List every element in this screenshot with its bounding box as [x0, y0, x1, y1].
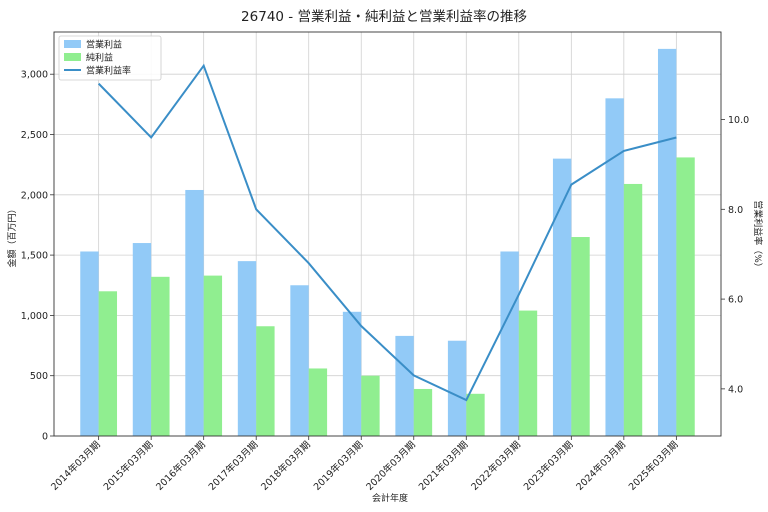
x-tick-label: 2014年03月期: [48, 439, 102, 493]
legend-swatch: [64, 40, 81, 48]
bar: [605, 98, 624, 436]
x-tick-label: 2023年03月期: [521, 439, 575, 493]
bar: [413, 388, 433, 436]
y2-tick-label: 4.0: [728, 384, 743, 395]
bar: [571, 237, 590, 436]
plot-frame: [53, 31, 722, 437]
chart-title: 26740 - 営業利益・純利益と営業利益率の推移: [241, 8, 527, 25]
y-axis-label: 金額（百万円）: [6, 204, 18, 267]
bar: [80, 251, 99, 436]
y-tick-label: 2,000: [21, 190, 48, 201]
x-tick-label: 2020年03月期: [364, 439, 418, 493]
y-tick-label: 1,000: [21, 311, 48, 322]
bar: [518, 310, 538, 436]
line-layer: [97, 63, 677, 402]
y2-axis-label: 営業利益率（%）: [752, 200, 764, 272]
bar: [500, 251, 519, 436]
y-tick-label: 1,500: [21, 251, 48, 262]
bar: [151, 276, 170, 436]
y2-tick-label: 10.0: [728, 115, 749, 126]
bar: [185, 189, 204, 436]
y-tick-label: 3,000: [21, 70, 48, 81]
line-series: [97, 63, 677, 402]
x-tick-label: 2022年03月期: [469, 439, 523, 493]
bar: [256, 326, 275, 436]
bar: [676, 157, 695, 436]
bar: [98, 291, 118, 436]
legend-entry: 営業利益率: [86, 65, 131, 77]
bar: [552, 158, 572, 436]
bars-layer: [80, 48, 695, 437]
x-tick-label: 2018年03月期: [259, 439, 313, 493]
bar: [395, 335, 414, 436]
y-tick-label: 0: [42, 432, 48, 443]
bar: [623, 183, 643, 436]
y-tick-label: 500: [30, 371, 48, 382]
y2-tick-label: 6.0: [728, 295, 743, 306]
legend-entry: 営業利益: [86, 39, 122, 51]
x-tick-label: 2025年03月期: [626, 439, 680, 493]
bar: [237, 261, 257, 436]
bar: [290, 285, 309, 436]
bar: [657, 48, 677, 437]
x-tick-label: 2016年03月期: [154, 439, 208, 493]
bar: [447, 340, 467, 436]
legend-entry: 純利益: [86, 52, 113, 64]
bar: [308, 368, 328, 436]
x-axis-label: 会計年度: [372, 492, 408, 504]
legend-swatch: [64, 53, 81, 61]
y2-tick-label: 8.0: [728, 205, 743, 216]
x-tick-label: 2019年03月期: [311, 439, 365, 493]
x-tick-label: 2017年03月期: [206, 439, 260, 493]
x-tick-label: 2015年03月期: [101, 439, 155, 493]
bar: [361, 375, 380, 436]
legend-box: [58, 35, 162, 81]
bar: [203, 275, 223, 436]
x-tick-label: 2021年03月期: [416, 439, 470, 493]
bar: [132, 243, 152, 436]
bar: [466, 393, 485, 436]
y-tick-label: 2,500: [21, 130, 48, 141]
x-tick-label: 2024年03月期: [574, 439, 628, 493]
bar: [342, 311, 362, 436]
